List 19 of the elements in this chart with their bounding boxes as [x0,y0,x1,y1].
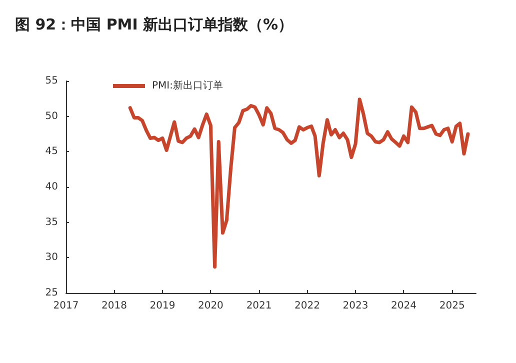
x-tick-label: 2018 [102,300,127,312]
x-tick-label: 2023 [342,300,368,312]
y-tick-label: 50 [45,110,58,122]
x-tick-label: 2017 [53,300,79,312]
y-tick-label: 40 [45,182,58,192]
x-tick-label: 2025 [439,300,465,312]
y-tick-label: 35 [45,216,58,228]
chart-title: 图 92：中国 PMI 新出口订单指数（%） [15,16,294,34]
y-tick-label: 25 [45,288,58,298]
x-tick-label: 2020 [198,300,224,312]
x-tick-label: 2021 [246,300,272,312]
x-tick-label: 2022 [294,300,320,312]
y-tick-label: 55 [45,76,58,86]
y-tick-label: 30 [45,252,58,264]
legend-label: PMI:新出口订单 [152,80,223,92]
x-tick-label: 2019 [150,300,176,312]
line-series [128,98,470,269]
y-tick-label: 45 [45,146,58,158]
x-tick-label: 2024 [391,300,416,312]
